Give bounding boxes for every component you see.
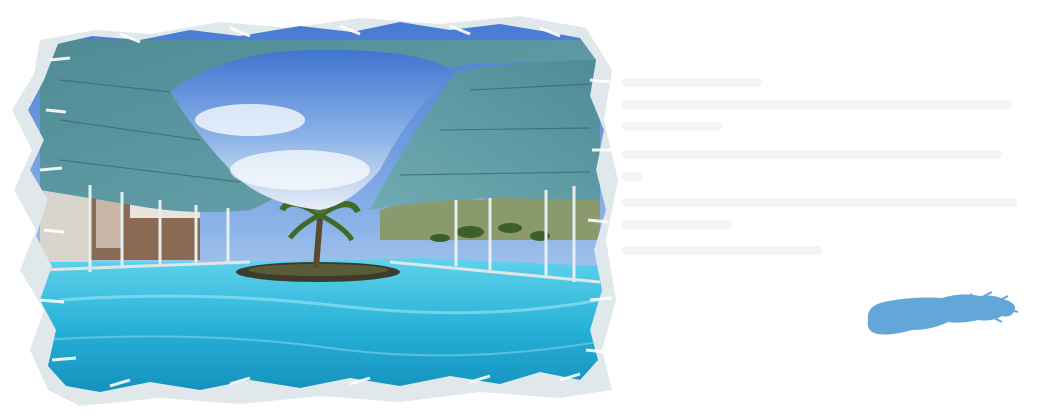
support-columns bbox=[88, 185, 576, 282]
resort-photo-svg bbox=[12, 16, 618, 406]
text-line bbox=[622, 246, 822, 255]
text-line bbox=[622, 172, 642, 181]
water-ripple bbox=[39, 335, 606, 357]
brush-stroke-accent bbox=[862, 290, 1022, 342]
brush-texture bbox=[39, 24, 613, 388]
pool-edge bbox=[389, 260, 601, 284]
text-line bbox=[622, 122, 722, 131]
text-line bbox=[622, 198, 1017, 207]
cloud bbox=[230, 150, 370, 190]
canopy-ribs bbox=[59, 79, 591, 183]
text-line bbox=[622, 78, 762, 87]
brush-stroke-svg bbox=[867, 291, 1019, 335]
cloud bbox=[195, 104, 305, 136]
pool-edge bbox=[39, 260, 251, 272]
water-ripple bbox=[59, 294, 601, 315]
resort-photo bbox=[12, 16, 618, 406]
text-line bbox=[622, 220, 732, 229]
text-panel bbox=[622, 78, 1022, 268]
pool-island-grass bbox=[248, 264, 388, 276]
text-line bbox=[622, 100, 1012, 109]
text-line bbox=[622, 150, 1002, 159]
